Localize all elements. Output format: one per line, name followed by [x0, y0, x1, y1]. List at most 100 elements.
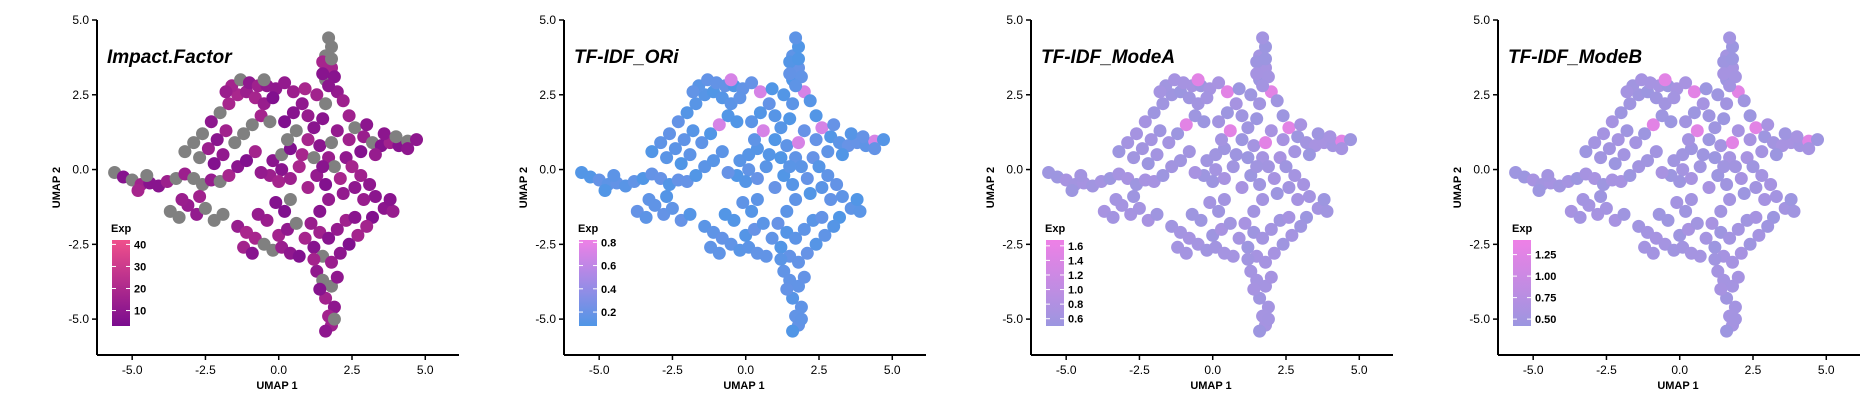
- data-point: [821, 169, 835, 182]
- data-point: [1608, 157, 1622, 171]
- umap-panel-4: -5.0 -2.5 0.0 2.5 5.0 -5.0 -2.5 0.0 2.5 5.0 UMAP 1…: [1452, 13, 1860, 392]
- data-point: [1623, 97, 1637, 111]
- data-point: [1185, 207, 1199, 221]
- data-point: [780, 204, 794, 218]
- data-point: [248, 145, 262, 159]
- data-point: [1646, 246, 1660, 260]
- data-point: [1734, 172, 1748, 185]
- data-point: [1641, 154, 1654, 168]
- data-point: [219, 85, 233, 99]
- data-point: [1220, 106, 1234, 120]
- data-point: [198, 201, 212, 215]
- data-point: [1638, 127, 1652, 141]
- data-point: [307, 121, 321, 135]
- data-point: [1256, 231, 1270, 245]
- data-point: [342, 109, 356, 123]
- y-tick-label: 5.0: [72, 13, 89, 27]
- data-point: [730, 115, 744, 129]
- data-point: [1261, 160, 1275, 174]
- data-point: [835, 190, 849, 203]
- data-point: [175, 193, 189, 206]
- data-point: [377, 127, 391, 141]
- x-tick-label: 5.0: [417, 363, 434, 377]
- data-point: [368, 190, 382, 203]
- colorbar-tick-label: 0.8: [1068, 299, 1083, 311]
- data-point: [319, 178, 333, 191]
- x-tick-label: -2.5: [195, 363, 216, 377]
- x-tick-label: -5.0: [1523, 363, 1544, 377]
- data-point: [853, 204, 867, 218]
- umap-panel-1: -5.0 -2.5 0.0 2.5 5.0 -5.0 -2.5 0.0 2.5 5.0 UMAP 1…: [51, 13, 459, 392]
- y-axis-title: UMAP 2: [1452, 167, 1464, 208]
- data-point: [1270, 187, 1284, 200]
- legend-title: Exp: [111, 223, 131, 235]
- data-point: [1579, 145, 1593, 159]
- data-point: [178, 145, 192, 159]
- data-point: [389, 130, 403, 144]
- data-point: [1276, 109, 1290, 123]
- data-point: [281, 133, 294, 147]
- data-point: [1127, 190, 1141, 203]
- data-point: [742, 163, 756, 177]
- data-point: [1150, 207, 1164, 221]
- data-point: [1617, 148, 1631, 162]
- data-point: [789, 31, 803, 45]
- data-point: [753, 106, 767, 120]
- data-point: [383, 193, 397, 206]
- data-point: [835, 148, 849, 162]
- data-point: [307, 252, 321, 266]
- data-point: [815, 121, 829, 135]
- data-point: [1731, 270, 1745, 284]
- data-point: [1200, 91, 1214, 105]
- colorbar-tick-label: 10: [134, 306, 146, 318]
- data-point: [794, 312, 808, 326]
- data-point: [783, 112, 797, 126]
- data-point: [774, 151, 788, 165]
- data-point: [1755, 169, 1769, 182]
- data-point: [1629, 136, 1643, 150]
- data-point: [1714, 204, 1728, 218]
- data-point: [1311, 127, 1325, 141]
- x-axis-title: UMAP 1: [723, 380, 764, 392]
- data-point: [721, 166, 735, 179]
- data-point: [777, 88, 791, 102]
- data-point: [1335, 142, 1349, 156]
- data-point: [316, 67, 330, 81]
- data-point: [844, 127, 858, 141]
- data-point: [1787, 204, 1801, 218]
- data-point: [278, 76, 292, 90]
- data-point: [797, 270, 811, 284]
- data-point: [1758, 193, 1772, 206]
- data-point: [1162, 136, 1176, 150]
- x-tick-label: 2.5: [344, 363, 361, 377]
- x-tick-label: 5.0: [1351, 363, 1368, 377]
- legend-title: Exp: [1045, 223, 1065, 235]
- data-point: [219, 124, 233, 138]
- data-point: [1649, 145, 1663, 159]
- data-point: [1241, 121, 1255, 135]
- umap-panel-2: -5.0 -2.5 0.0 2.5 5.0 -5.0 -2.5 0.0 2.5 5.0 UMAP 1…: [518, 13, 926, 392]
- data-point: [786, 178, 800, 191]
- data-point: [1197, 115, 1211, 129]
- data-point: [774, 121, 788, 135]
- data-point: [210, 133, 224, 147]
- y-tick-label: 5.0: [1473, 13, 1490, 27]
- data-point: [683, 207, 697, 221]
- data-point: [354, 145, 368, 159]
- data-point: [1708, 151, 1722, 165]
- data-point: [319, 97, 333, 111]
- data-point: [1664, 115, 1678, 129]
- data-point: [286, 106, 300, 120]
- data-point: [1279, 160, 1293, 174]
- data-point: [237, 127, 251, 141]
- y-tick-label: -5.0: [68, 312, 89, 326]
- data-point: [768, 133, 782, 147]
- data-point: [272, 175, 286, 188]
- data-point: [269, 196, 283, 209]
- data-point: [783, 160, 797, 174]
- data-point: [325, 255, 338, 269]
- data-point: [1109, 193, 1123, 206]
- colorbar-tick-label: 0.6: [601, 261, 616, 273]
- data-point: [827, 219, 841, 233]
- data-point: [1264, 270, 1278, 284]
